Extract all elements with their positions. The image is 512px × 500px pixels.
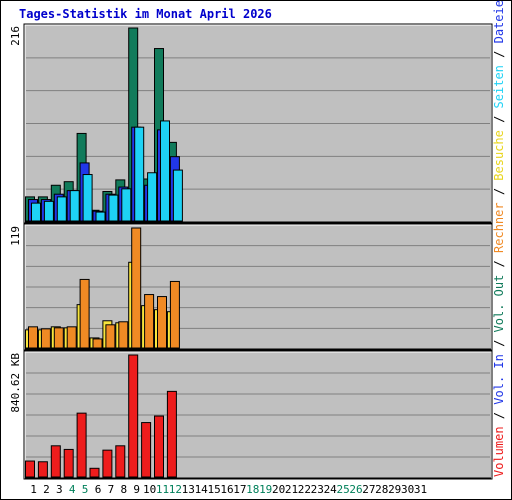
bar-seiten-day-7 bbox=[108, 194, 119, 222]
bar-rechner-day-4 bbox=[66, 326, 77, 349]
x-tick-label: 21 bbox=[285, 483, 298, 496]
legend-entry: / bbox=[492, 332, 506, 354]
y-max-label: 216 bbox=[9, 26, 22, 46]
panel-visits: 119 bbox=[9, 223, 493, 351]
bar-seiten-day-8 bbox=[121, 188, 132, 222]
x-tick-label: 10 bbox=[143, 483, 156, 496]
bar-seiten-day-12 bbox=[172, 169, 183, 222]
legend-entry: Vol. Out bbox=[492, 275, 506, 333]
bar-volumen-day-6 bbox=[89, 467, 100, 478]
x-tick-label: 9 bbox=[133, 483, 140, 496]
chart-title: Tages-Statistik im Monat April 2026 bbox=[19, 7, 272, 21]
x-tick-label: 11 bbox=[156, 483, 169, 496]
legend-entry: Volumen bbox=[492, 426, 506, 477]
bar-volumen-day-4 bbox=[63, 448, 74, 478]
bar-volumen-day-8 bbox=[115, 445, 126, 478]
bar-volumen-day-11 bbox=[154, 415, 164, 478]
x-tick-label: 7 bbox=[108, 483, 115, 496]
x-tick-label: 17 bbox=[233, 483, 246, 496]
x-tick-label: 24 bbox=[324, 483, 338, 496]
bar-volumen-day-12 bbox=[166, 390, 177, 478]
legend-entry: / bbox=[492, 108, 506, 130]
legend-entry: / bbox=[492, 181, 506, 203]
panel-border bbox=[23, 23, 493, 224]
panel-volume: 840.62 KB bbox=[9, 350, 493, 480]
legend-entry: Besuche bbox=[492, 130, 506, 181]
legend-entry: Rechner bbox=[492, 202, 506, 253]
legend-entry: Vol. In bbox=[492, 354, 506, 405]
x-tick-label: 2 bbox=[43, 483, 50, 496]
x-tick-label: 14 bbox=[195, 483, 209, 496]
bar-seiten-day-9 bbox=[134, 126, 145, 222]
panel-border bbox=[23, 223, 493, 351]
bar-volumen-day-9 bbox=[128, 354, 139, 478]
bar-seiten-day-6 bbox=[95, 211, 106, 222]
bar-rechner-day-1 bbox=[28, 326, 38, 349]
legend-entry: / bbox=[492, 405, 506, 427]
x-tick-label: 8 bbox=[120, 483, 127, 496]
bar-rechner-day-11 bbox=[157, 296, 167, 349]
bar-volumen-day-2 bbox=[37, 461, 48, 478]
legend-entry: / bbox=[492, 43, 506, 65]
x-tick-label: 26 bbox=[349, 483, 362, 496]
x-tick-label: 22 bbox=[298, 483, 311, 496]
bar-seiten-day-4 bbox=[69, 190, 80, 222]
bar-seiten-day-11 bbox=[160, 120, 170, 222]
bar-rechner-day-5 bbox=[79, 278, 90, 349]
x-tick-label: 16 bbox=[220, 483, 233, 496]
bar-volumen-day-10 bbox=[141, 422, 152, 478]
x-tick-label: 12 bbox=[169, 483, 182, 496]
x-tick-label: 30 bbox=[401, 483, 414, 496]
legend-entry: / bbox=[492, 253, 506, 275]
x-tick-label: 1 bbox=[30, 483, 37, 496]
bar-rechner-day-8 bbox=[118, 321, 129, 349]
panel-hits: 216 bbox=[9, 23, 493, 224]
bar-rechner-day-6 bbox=[92, 338, 103, 349]
legend-entry: Dateien bbox=[492, 0, 506, 43]
x-tick-label: 3 bbox=[56, 483, 63, 496]
x-tick-label: 20 bbox=[272, 483, 285, 496]
y-max-label: 119 bbox=[9, 226, 22, 246]
x-tick-label: 25 bbox=[336, 483, 349, 496]
bar-volumen-day-3 bbox=[50, 445, 61, 478]
bar-rechner-day-2 bbox=[40, 328, 51, 349]
x-axis-labels: 1 2 3 4 5 6 7 8 9 10 11 12 13 14 15 16 17 18 19 20 21 22 23 24 2… bbox=[30, 483, 427, 496]
chart-panels: 216 119 840.62 KB bbox=[9, 23, 493, 480]
x-tick-label: 23 bbox=[311, 483, 324, 496]
x-tick-label: 28 bbox=[375, 483, 388, 496]
bar-seiten-day-1 bbox=[31, 202, 41, 222]
x-tick-label: 4 bbox=[69, 483, 76, 496]
bar-seiten-day-2 bbox=[43, 200, 54, 222]
legend-entry: Seiten bbox=[492, 65, 506, 108]
y-max-label: 840.62 KB bbox=[9, 353, 22, 413]
x-tick-label: 15 bbox=[207, 483, 220, 496]
x-tick-label: 19 bbox=[259, 483, 272, 496]
bar-rechner-day-12 bbox=[169, 280, 180, 349]
bar-seiten-day-5 bbox=[82, 174, 93, 222]
panel-border bbox=[23, 350, 493, 480]
bar-seiten-day-10 bbox=[147, 172, 158, 222]
x-tick-label: 29 bbox=[388, 483, 401, 496]
bar-volumen-day-5 bbox=[76, 412, 87, 478]
bar-volumen-day-7 bbox=[102, 449, 113, 478]
bar-rechner-day-9 bbox=[131, 227, 142, 349]
right-legend: Volumen / Vol. In / Vol. Out / Rechner /… bbox=[492, 0, 506, 477]
x-tick-label: 6 bbox=[95, 483, 102, 496]
bar-rechner-day-10 bbox=[144, 294, 155, 349]
x-tick-label: 31 bbox=[414, 483, 427, 496]
bar-rechner-day-7 bbox=[105, 324, 116, 349]
x-tick-label: 13 bbox=[182, 483, 195, 496]
bar-seiten-day-3 bbox=[56, 196, 67, 222]
x-tick-label: 27 bbox=[362, 483, 375, 496]
x-tick-label: 18 bbox=[246, 483, 259, 496]
bar-rechner-day-3 bbox=[53, 327, 64, 349]
x-tick-label: 5 bbox=[82, 483, 89, 496]
bar-volumen-day-1 bbox=[25, 460, 35, 478]
